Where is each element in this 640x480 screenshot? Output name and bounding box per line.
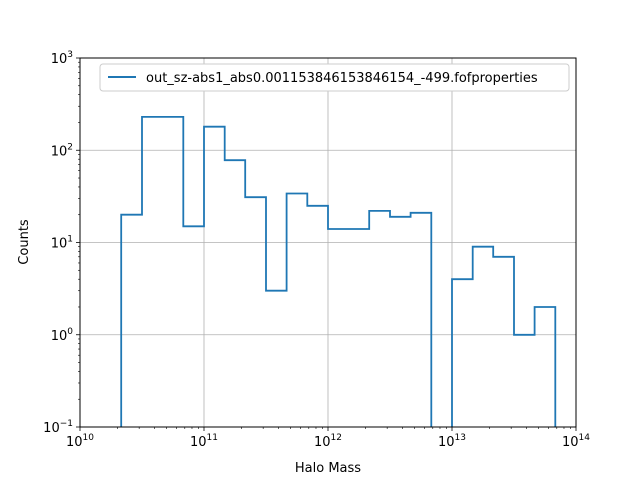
legend-box [99,63,570,92]
y-tick-label: 10−1 [43,419,73,436]
grid-lines [80,58,576,427]
x-axis-ticks: 1010 1011 1012 1013 1014 [66,427,590,450]
x-tick-label: 1010 [66,433,94,450]
y-axis-label: Counts [17,219,32,265]
legend-entry-label: out_sz-abs1_abs0.00115384615384615​4_-49… [146,71,538,86]
x-tick-label: 1011 [190,433,218,450]
y-tick-label: 103 [51,50,73,67]
x-tick-label: 1014 [562,433,590,450]
y-tick-label: 100 [51,327,74,344]
y-tick-label: 102 [51,142,73,159]
x-tick-label: 1012 [314,433,342,450]
y-axis-ticks: 10−1 100 101 102 103 [43,50,80,436]
x-tick-label: 1013 [438,433,466,450]
histogram-series-line [120,116,557,427]
plot-area [120,116,557,427]
legend: out_sz-abs1_abs0.00115384615384615​4_-49… [99,63,570,92]
x-axis-label: Halo Mass [295,461,361,476]
y-tick-label: 101 [51,235,73,252]
